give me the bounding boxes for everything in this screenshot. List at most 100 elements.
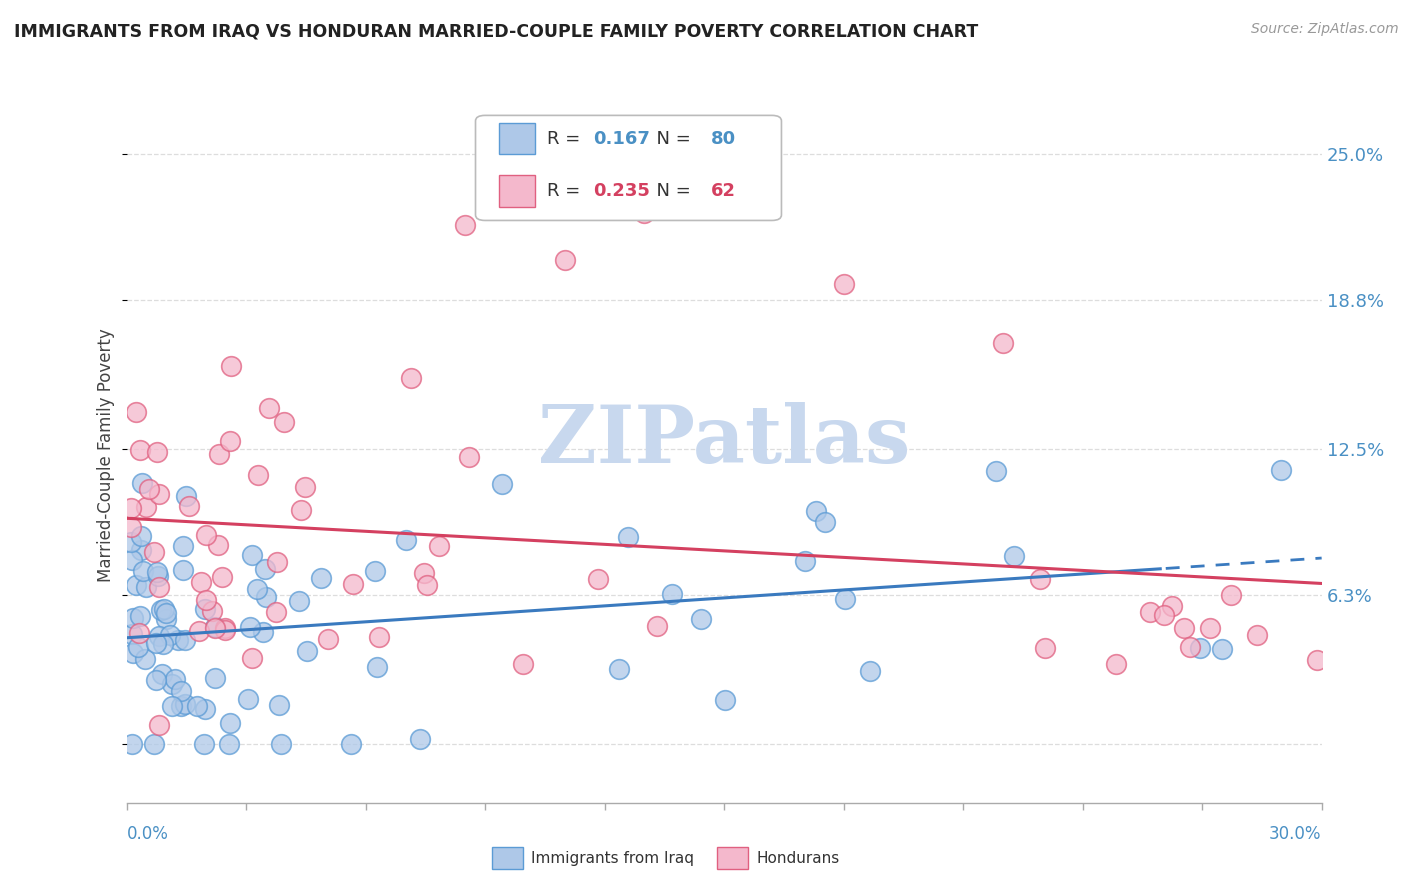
Point xyxy=(166,632,188,647)
Point xyxy=(159,628,181,642)
Point xyxy=(238,691,260,706)
Point xyxy=(290,503,312,517)
Point xyxy=(129,529,152,543)
Point xyxy=(991,335,1014,350)
Point xyxy=(458,450,481,464)
Point xyxy=(193,737,215,751)
Point xyxy=(128,625,150,640)
Point xyxy=(186,699,208,714)
Point xyxy=(142,737,165,751)
Point xyxy=(146,565,169,579)
Point xyxy=(153,601,176,615)
Point xyxy=(200,604,222,618)
Point xyxy=(145,673,167,688)
Point xyxy=(254,591,277,605)
Point xyxy=(318,632,340,647)
Point xyxy=(172,539,194,553)
Point xyxy=(408,731,430,746)
Point xyxy=(252,624,274,639)
Text: 0.167: 0.167 xyxy=(592,129,650,148)
Point xyxy=(176,490,198,504)
Point xyxy=(150,667,173,681)
Point xyxy=(127,640,149,654)
Point xyxy=(150,602,173,616)
Bar xyxy=(499,123,536,154)
Y-axis label: Married-Couple Family Poverty: Married-Couple Family Poverty xyxy=(97,328,115,582)
Point xyxy=(427,539,450,553)
Point xyxy=(491,477,513,491)
Point xyxy=(218,716,240,731)
Point xyxy=(173,697,195,711)
Point xyxy=(607,662,630,676)
Point xyxy=(148,569,170,583)
Text: Hondurans: Hondurans xyxy=(756,851,839,865)
Point xyxy=(165,672,187,686)
Point xyxy=(170,698,193,713)
Point xyxy=(172,563,194,577)
Point xyxy=(195,528,218,542)
Point xyxy=(132,564,155,578)
Point xyxy=(121,552,143,566)
Point xyxy=(121,626,143,640)
Point xyxy=(254,562,277,576)
Point xyxy=(413,566,436,580)
Point xyxy=(246,467,269,482)
Point xyxy=(690,612,713,626)
Point xyxy=(155,612,177,626)
Point xyxy=(219,434,242,449)
Point xyxy=(120,519,142,533)
Point xyxy=(1219,588,1241,602)
Text: R =: R = xyxy=(547,182,586,200)
Point xyxy=(832,277,855,291)
Text: N =: N = xyxy=(645,129,697,148)
Point xyxy=(1246,628,1268,642)
Point xyxy=(146,444,169,458)
Point xyxy=(1002,549,1025,564)
Point xyxy=(266,605,288,619)
Point xyxy=(1211,641,1233,656)
Point xyxy=(177,500,200,514)
Point xyxy=(395,533,418,547)
Point xyxy=(339,737,361,751)
Point xyxy=(859,664,882,678)
Point xyxy=(155,606,177,620)
Point xyxy=(148,486,170,500)
Point xyxy=(174,632,197,647)
Bar xyxy=(499,175,536,207)
Text: 80: 80 xyxy=(711,129,737,148)
Point xyxy=(135,500,157,515)
Point xyxy=(814,515,837,529)
Point xyxy=(295,644,318,658)
Point xyxy=(204,621,226,635)
Point xyxy=(713,693,735,707)
Point xyxy=(834,592,856,607)
Point xyxy=(142,545,165,559)
Point xyxy=(204,671,226,685)
Point xyxy=(129,608,152,623)
Text: ZIPatlas: ZIPatlas xyxy=(538,402,910,480)
Text: 30.0%: 30.0% xyxy=(1270,825,1322,843)
Point xyxy=(246,582,269,597)
Point xyxy=(120,501,142,516)
Point xyxy=(633,206,655,220)
Text: Immigrants from Iraq: Immigrants from Iraq xyxy=(531,851,695,865)
Point xyxy=(239,620,262,634)
Point xyxy=(214,621,236,635)
FancyBboxPatch shape xyxy=(475,115,782,220)
Point xyxy=(645,618,668,632)
Point xyxy=(122,611,145,625)
Text: 0.0%: 0.0% xyxy=(127,825,169,843)
Point xyxy=(208,447,231,461)
Point xyxy=(267,698,290,713)
Text: 62: 62 xyxy=(711,182,735,200)
Point xyxy=(1173,621,1195,635)
Point xyxy=(794,553,817,567)
Point xyxy=(160,677,183,691)
Point xyxy=(554,253,576,268)
Point xyxy=(586,572,609,586)
Point xyxy=(1029,572,1052,586)
Point xyxy=(368,631,391,645)
Point xyxy=(984,464,1007,478)
Point xyxy=(138,482,160,496)
Point xyxy=(257,401,280,415)
